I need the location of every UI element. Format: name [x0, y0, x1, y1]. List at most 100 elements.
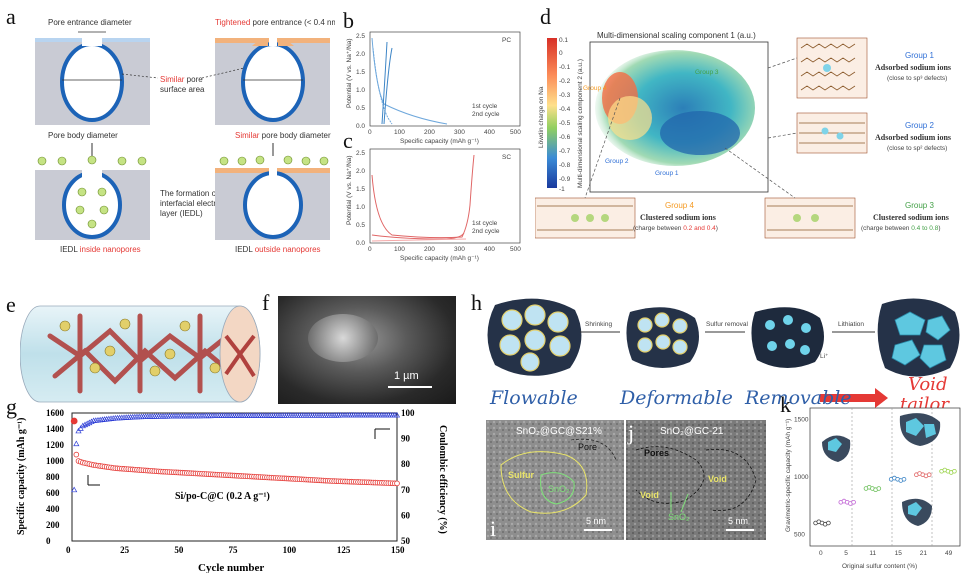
k-point	[952, 468, 957, 474]
svg-text:0: 0	[368, 129, 372, 136]
svg-text:-0.6: -0.6	[559, 134, 571, 141]
svg-text:Adsorbed sodium ions: Adsorbed sodium ions	[875, 133, 951, 142]
svg-text:-0.7: -0.7	[559, 148, 571, 155]
g-xtick: 100	[283, 545, 297, 555]
svg-text:surface area: surface area	[160, 85, 205, 94]
svg-text:300: 300	[454, 129, 465, 136]
svg-text:Lithiation: Lithiation	[838, 321, 864, 328]
k-point	[826, 520, 831, 526]
step-label-removable: Removable	[744, 387, 852, 409]
svg-text:200: 200	[424, 129, 435, 136]
step-label-deformable: Deformable	[619, 387, 733, 409]
svg-text:-0.1: -0.1	[559, 64, 571, 71]
panel-label-b: b	[343, 8, 354, 33]
svg-text:SnO₂@GC@S21%: SnO₂@GC@S21%	[516, 426, 602, 437]
panel-i-tem: SnO₂@GC@S21% Pore Sulfur SnO₂ 5 nm	[486, 420, 624, 540]
k-xtick: 11	[869, 550, 876, 557]
svg-text:2nd cycle: 2nd cycle	[472, 111, 500, 118]
svg-text:-0.5: -0.5	[559, 120, 571, 127]
k-xtick: 5	[844, 550, 848, 557]
g-capacity-point	[73, 451, 80, 458]
svg-text:400: 400	[484, 129, 495, 136]
svg-text:0.1: 0.1	[559, 37, 568, 44]
svg-text:Clustered sodium ions: Clustered sodium ions	[640, 213, 716, 222]
svg-text:1st cycle: 1st cycle	[472, 220, 498, 227]
panel-label-c: c	[343, 128, 353, 153]
g-ylabel: Specific capacity (mAh g⁻¹)	[16, 418, 27, 535]
svg-text:(charge between 0.2 and 0.4): (charge between 0.2 and 0.4)	[633, 225, 718, 232]
svg-text:500: 500	[510, 129, 521, 136]
svg-text:5 nm: 5 nm	[586, 516, 606, 526]
g-xtick: 0	[66, 545, 71, 555]
svg-text:-0.9: -0.9	[559, 176, 571, 183]
svg-text:Multi-dimensional scaling comp: Multi-dimensional scaling component 2 (a…	[577, 59, 584, 188]
g-annotation: Si/po-C@C (0.2 A g⁻¹)	[175, 491, 270, 502]
g-xtick: 125	[337, 545, 351, 555]
svg-text:300: 300	[454, 246, 465, 253]
svg-text:5 nm: 5 nm	[728, 516, 748, 526]
k-ytick: 1000	[794, 474, 809, 481]
panel-label-d: d	[540, 4, 551, 29]
g-ytick: 800	[46, 472, 60, 482]
svg-text:2.5: 2.5	[356, 150, 365, 157]
panel-c-chart: SC Potential (V vs. Na⁺/Na) Specific cap…	[346, 148, 521, 262]
step-deformable-illustration	[626, 307, 699, 369]
k-point	[876, 486, 882, 491]
svg-text:IEDL inside nanopores: IEDL inside nanopores	[60, 245, 141, 254]
g-y2tick: 90	[401, 434, 411, 444]
k-ytick: 1500	[794, 417, 809, 424]
k-point	[851, 500, 856, 505]
panel-d-clustering: 0.1 0 -0.1 -0.2 -0.3 -0.4 -0.5 -0.6 -0.7 -0.8…	[535, 31, 951, 239]
svg-text:Shrinking: Shrinking	[585, 321, 612, 328]
svg-text:100: 100	[394, 129, 405, 136]
svg-text:Group 2: Group 2	[905, 121, 934, 130]
svg-text:2.0: 2.0	[356, 51, 365, 58]
svg-text:100: 100	[394, 246, 405, 253]
panel-label-f: f	[262, 290, 270, 315]
svg-text:1.0: 1.0	[356, 87, 365, 94]
k-xtick: 15	[895, 550, 903, 557]
svg-text:2.0: 2.0	[356, 168, 365, 175]
svg-text:Similar pore: Similar pore	[160, 75, 203, 84]
g-xtick: 75	[229, 545, 239, 555]
svg-text:Sulfur: Sulfur	[508, 470, 534, 480]
svg-text:Group 4: Group 4	[665, 201, 694, 210]
svg-text:Void: Void	[640, 490, 659, 500]
g-y2label: Coulombic efficiency (%)	[437, 425, 448, 534]
svg-text:0.0: 0.0	[356, 240, 365, 247]
svg-text:layer (IEDL): layer (IEDL)	[160, 209, 203, 218]
svg-text:0.0: 0.0	[356, 123, 365, 130]
svg-text:Group 3: Group 3	[695, 69, 719, 76]
panel-k-chart: Gravimetric-specific capacity (mAh g⁻¹) …	[785, 407, 961, 570]
svg-text:Löwdin charge on Na: Löwdin charge on Na	[538, 86, 545, 148]
g-ytick: 0	[46, 536, 51, 546]
g-ytick: 1200	[46, 440, 65, 450]
g-capacity-point	[70, 417, 78, 425]
svg-text:Clustered sodium ions: Clustered sodium ions	[873, 213, 949, 222]
svg-text:1st cycle: 1st cycle	[472, 103, 498, 110]
svg-text:Group 3: Group 3	[905, 201, 934, 210]
g-xlabel: Cycle number	[198, 562, 264, 573]
svg-text:Potential (V vs. Na⁺/Na): Potential (V vs. Na⁺/Na)	[346, 38, 353, 108]
svg-text:Pores: Pores	[644, 448, 669, 458]
g-xtick: 25	[120, 545, 129, 555]
g-y2tick: 80	[401, 459, 411, 469]
scale-bar	[388, 386, 432, 388]
g-ytick: 600	[46, 488, 60, 498]
g-ce-point	[73, 440, 80, 447]
panel-h-process: Shrinking Sulfur removal Li⁺ Lithiation …	[487, 298, 960, 415]
g-xtick: 150	[391, 545, 405, 555]
svg-text:SnO₂@GC-21: SnO₂@GC-21	[660, 426, 724, 437]
g-ce-point	[393, 411, 401, 418]
svg-text:SnO₂: SnO₂	[668, 512, 690, 522]
panel-b-chart: PC Potential (V vs. Na⁺/Na) Specific cap…	[346, 31, 521, 145]
svg-text:Adsorbed sodium ions: Adsorbed sodium ions	[875, 63, 951, 72]
svg-text:0: 0	[559, 50, 563, 57]
svg-text:2nd cycle: 2nd cycle	[472, 228, 500, 235]
svg-text:Pore body diameter: Pore body diameter	[48, 131, 118, 140]
svg-text:-1: -1	[559, 186, 565, 193]
k-ylabel: Gravimetric-specific capacity (mAh g⁻¹)	[785, 419, 792, 532]
step-label-flowable: Flowable	[489, 387, 578, 409]
svg-text:1.5: 1.5	[356, 69, 365, 76]
g-ytick: 1400	[46, 424, 65, 434]
